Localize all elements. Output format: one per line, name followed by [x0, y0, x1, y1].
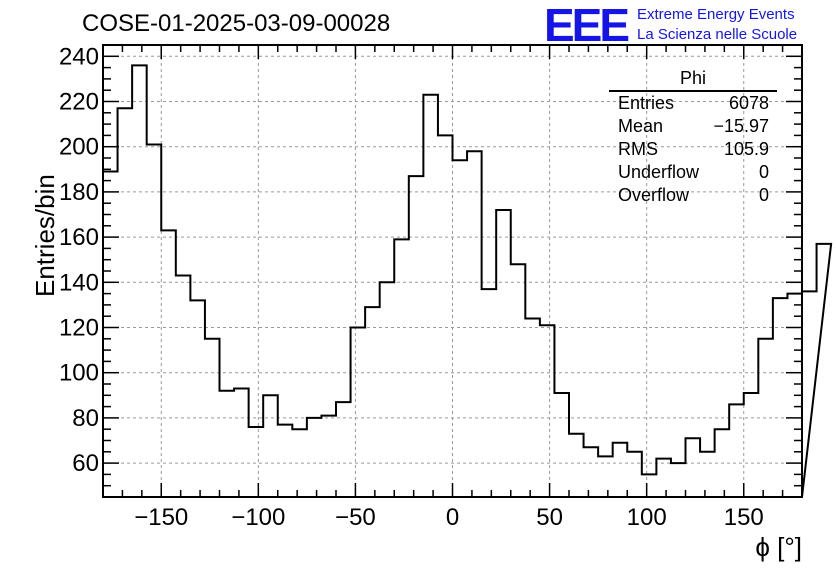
- logo-caption: Extreme Energy Events La Scienza nelle S…: [637, 5, 797, 45]
- x-tick-label: 50: [536, 504, 563, 531]
- chart-title: COSE-01-2025-03-09-00028: [82, 10, 391, 37]
- stats-value: 105.9: [723, 139, 769, 159]
- stats-label: RMS: [618, 139, 658, 159]
- x-tick-label: 0: [446, 504, 459, 531]
- stats-value: −15.97: [713, 116, 769, 136]
- y-tick-label: 140: [59, 269, 99, 296]
- y-axis-label-wrap: Entries/bin: [8, 174, 60, 297]
- y-tick-label: 200: [59, 134, 99, 161]
- y-axis-label: Entries/bin: [30, 174, 60, 297]
- stats-label: Entries: [618, 93, 675, 113]
- x-tick-label: −50: [335, 504, 376, 531]
- x-axis-label: ϕ [°]: [755, 532, 802, 562]
- y-tick-label: 120: [59, 315, 99, 342]
- stats-label: Underflow: [618, 162, 700, 182]
- stats-value: 0: [758, 162, 769, 182]
- logo-caption-line2: La Scienza nelle Scuole: [637, 26, 798, 43]
- plot-frame: [102, 44, 803, 498]
- x-tick-label: −100: [231, 504, 285, 531]
- stats-row-entries: Entries 6078: [609, 92, 777, 115]
- stats-row-overflow: Overflow 0: [609, 184, 777, 207]
- stats-label: Mean: [618, 116, 664, 136]
- stats-row-rms: RMS 105.9: [609, 138, 777, 161]
- x-tick-label: 150: [724, 504, 764, 531]
- x-tick-label: −150: [134, 504, 188, 531]
- logo-caption-line1: Extreme Energy Events: [637, 6, 795, 23]
- y-tick-label: 240: [59, 43, 99, 70]
- y-tick-label: 220: [59, 89, 99, 116]
- stats-label: Overflow: [618, 185, 690, 205]
- y-tick-label: 100: [59, 360, 99, 387]
- stats-row-underflow: Underflow 0: [609, 161, 777, 184]
- eee-logo: EEE: [544, 0, 630, 51]
- stats-title: Phi: [609, 68, 777, 92]
- y-tick-label: 80: [72, 405, 99, 432]
- stats-row-mean: Mean −15.97: [609, 115, 777, 138]
- stats-value: 0: [758, 185, 769, 205]
- stats-value: 6078: [728, 93, 769, 113]
- tick-labels: −150 −100 −50 0 50 100 150 60 80 100 120 140 160 180 2…: [59, 43, 764, 531]
- y-tick-label: 160: [59, 224, 99, 251]
- y-tick-label: 180: [59, 179, 99, 206]
- x-tick-label: 100: [627, 504, 667, 531]
- histogram-series: [103, 64, 833, 498]
- y-tick-label: 60: [72, 450, 99, 477]
- stats-box: Phi Entries 6078 Mean −15.97 RMS 105.9 U…: [609, 68, 777, 207]
